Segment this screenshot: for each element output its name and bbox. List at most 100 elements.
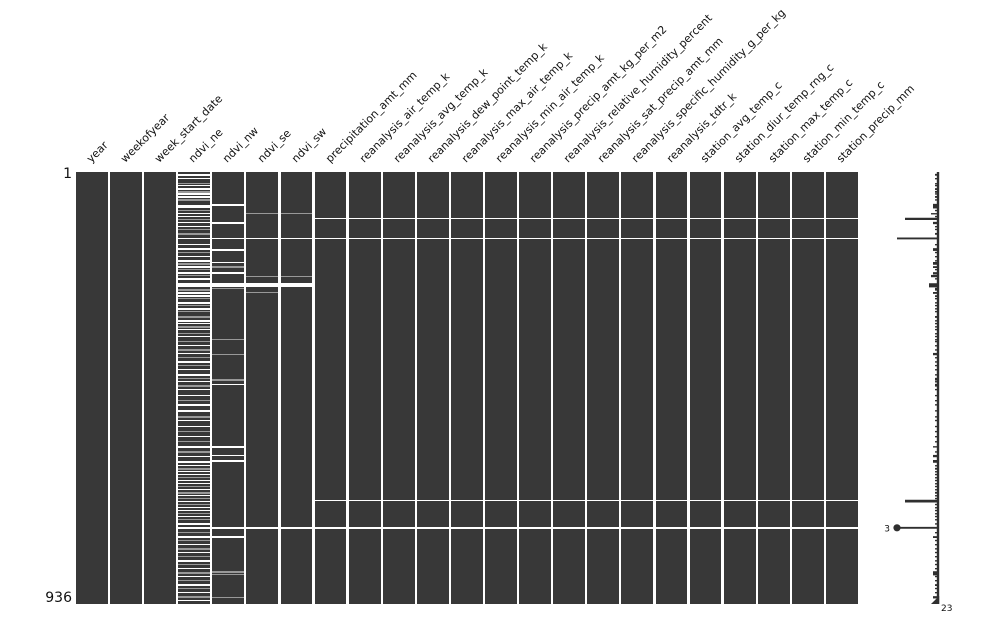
missing-stripe: [212, 460, 245, 462]
missing-stripe: [178, 489, 211, 491]
missing-stripe: [178, 465, 211, 467]
missing-stripe: [212, 446, 245, 448]
missing-stripe: [178, 416, 211, 418]
missing-stripe: [178, 400, 211, 402]
missing-stripe: [178, 479, 211, 482]
missing-stripe: [178, 256, 211, 258]
missing-stripe: [178, 226, 211, 228]
missing-stripe: [212, 383, 245, 386]
missing-stripe: [178, 178, 211, 180]
missing-stripe: [212, 203, 245, 206]
matrix-column-bar-reanalysis_precip_amt_kg_per_m2: [519, 172, 551, 604]
missing-stripe: [178, 266, 211, 268]
missing-stripe: [178, 507, 211, 509]
missing-stripe: [178, 381, 211, 383]
missing-stripe: [178, 173, 211, 176]
missing-stripe: [178, 289, 211, 291]
min-row-dot: [893, 524, 901, 532]
missing-stripe: [178, 446, 211, 448]
missing-stripe: [178, 260, 211, 262]
matrix-column-bar-year: [76, 172, 108, 604]
missing-stripe: [178, 532, 211, 534]
missing-stripe: [178, 295, 211, 297]
missing-stripe: [178, 322, 211, 325]
missing-stripe: [178, 526, 858, 529]
missing-stripe: [246, 275, 279, 278]
matrix-column-bar-reanalysis_dew_point_temp_k: [416, 172, 449, 604]
missing-stripe: [178, 361, 211, 363]
missing-stripe: [178, 304, 211, 307]
missing-stripe: [212, 454, 245, 457]
matrix-column-bar-week_start_date: [144, 172, 177, 604]
missing-stripe: [178, 388, 211, 391]
missing-stripe: [178, 357, 211, 359]
missing-stripe: [178, 592, 211, 594]
missing-stripe: [178, 575, 211, 578]
missing-stripe: [178, 467, 211, 470]
missing-stripe: [178, 199, 211, 201]
missing-stripe: [178, 425, 211, 428]
missing-stripe: [178, 237, 858, 240]
missing-stripe: [178, 455, 211, 458]
missing-stripe: [178, 473, 211, 476]
missing-stripe: [178, 419, 211, 422]
missing-stripe: [246, 292, 279, 294]
matrix-column-bar-station_diur_temp_rng_c: [723, 172, 756, 604]
missing-stripe: [212, 272, 245, 274]
missing-stripe: [178, 491, 211, 494]
missing-stripe: [178, 193, 211, 195]
row-label-last: 936: [45, 590, 72, 606]
missing-stripe: [178, 572, 211, 574]
missing-stripe: [212, 262, 245, 264]
matrix-column-bar-station_min_temp_c: [791, 172, 824, 604]
matrix-column-bar-reanalysis_min_air_temp_k: [485, 172, 517, 604]
missing-stripe: [212, 597, 245, 599]
missing-stripe: [178, 272, 211, 275]
missing-stripe: [178, 262, 211, 265]
missing-stripe: [178, 551, 211, 554]
missing-stripe: [178, 228, 211, 231]
missing-stripe: [178, 268, 211, 271]
row-label-first: 1: [63, 166, 72, 182]
missing-stripe: [178, 523, 211, 525]
missing-stripe: [178, 352, 211, 355]
missing-stripe: [178, 556, 211, 558]
missing-stripe: [178, 485, 211, 488]
matrix-column-bar-reanalysis_air_temp_k: [348, 172, 381, 604]
missing-stripe: [178, 584, 211, 586]
missing-stripe: [314, 217, 858, 220]
matrix-column-bar-station_max_temp_c: [757, 172, 790, 604]
missing-stripe: [178, 345, 211, 347]
matrix-column-bar-reanalysis_avg_temp_k: [382, 172, 415, 604]
missing-stripe: [178, 495, 211, 497]
total-columns-label: 23: [941, 604, 952, 614]
missing-stripe: [178, 441, 211, 443]
missing-stripe: [178, 183, 211, 185]
missing-stripe: [212, 574, 245, 576]
missing-stripe: [178, 349, 211, 351]
missing-stripe: [178, 364, 211, 367]
missing-stripe: [178, 298, 211, 300]
matrix-column-bar-station_precip_mm: [825, 172, 858, 604]
missing-stripe: [178, 310, 211, 313]
missing-stripe: [178, 460, 211, 463]
sparkline-end-marker: [931, 596, 940, 604]
matrix-column-bar-ndvi_sw: [280, 172, 313, 604]
missing-stripe: [212, 353, 245, 356]
missing-stripe: [178, 503, 211, 506]
missing-stripe: [178, 497, 211, 500]
missing-stripe: [212, 221, 245, 225]
missing-stripe: [178, 340, 211, 343]
missing-stripe: [178, 509, 211, 512]
missing-stripe: [178, 308, 211, 310]
missing-stripe: [178, 539, 211, 542]
matrix-column-bar-reanalysis_sat_precip_amt_mm: [587, 172, 620, 604]
missing-stripe: [178, 292, 211, 294]
missing-stripe: [178, 219, 211, 221]
matrix-column-bar-weekofyear: [110, 172, 142, 604]
missing-stripe: [178, 251, 211, 254]
missing-stripe: [178, 221, 211, 224]
matrix-column-bar-reanalysis_max_air_temp_k: [451, 172, 483, 604]
